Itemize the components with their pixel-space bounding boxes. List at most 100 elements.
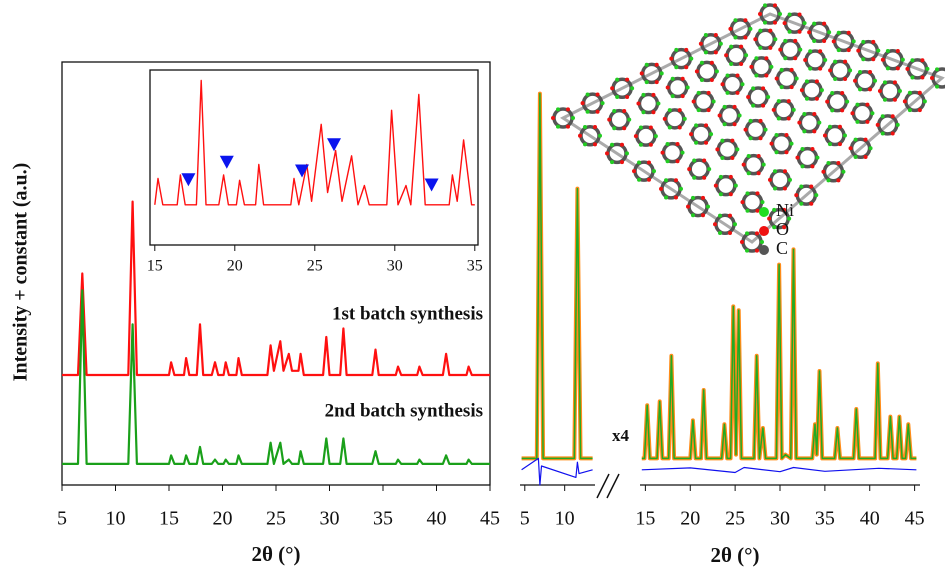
atom <box>823 133 827 137</box>
atom <box>632 169 636 173</box>
atom <box>704 141 708 145</box>
legend-swatch <box>759 245 769 255</box>
atom <box>908 91 912 95</box>
atom <box>660 71 664 75</box>
atom <box>825 100 829 104</box>
atom <box>809 184 813 188</box>
x-tick-label: 5 <box>520 508 530 530</box>
atom <box>728 214 732 218</box>
atom <box>654 134 658 138</box>
atom <box>583 142 587 146</box>
atom <box>625 151 629 155</box>
atom <box>746 95 750 99</box>
atom <box>822 22 826 26</box>
pore-ring <box>747 121 765 139</box>
atom <box>799 184 803 188</box>
atom <box>790 85 794 89</box>
atom <box>847 48 851 52</box>
atom <box>704 123 708 127</box>
atom <box>876 123 880 127</box>
atom <box>694 123 698 127</box>
atom <box>787 99 791 103</box>
atom <box>896 66 900 70</box>
atom <box>780 68 784 72</box>
atom <box>783 21 787 25</box>
atom <box>763 21 767 25</box>
pore-ring <box>664 144 682 162</box>
atom <box>775 76 779 80</box>
atom <box>684 65 688 69</box>
atom <box>641 93 645 97</box>
atom <box>687 167 691 171</box>
atom <box>598 134 602 138</box>
atom <box>674 48 678 52</box>
atom <box>822 39 826 43</box>
atom <box>769 65 773 69</box>
atom <box>556 125 560 129</box>
atom <box>634 134 638 138</box>
atom <box>821 170 825 174</box>
pore-ring <box>800 114 818 132</box>
atom <box>785 133 789 137</box>
atom <box>794 193 798 197</box>
atom <box>858 87 862 91</box>
atom <box>707 108 711 112</box>
atom <box>805 79 809 83</box>
atom <box>748 27 752 31</box>
legend-label: Ni <box>776 200 794 220</box>
atom <box>755 249 759 253</box>
atom <box>718 231 722 235</box>
atom <box>655 80 659 84</box>
atom <box>817 121 821 125</box>
atom <box>868 70 872 74</box>
atom <box>743 18 747 22</box>
atom <box>923 99 927 103</box>
atom <box>745 191 749 195</box>
atom <box>649 125 653 129</box>
atom <box>753 37 757 41</box>
atom <box>707 167 711 171</box>
x-tick-label: 15 <box>159 508 179 530</box>
atom <box>630 86 634 90</box>
atom <box>827 30 831 34</box>
atom <box>893 80 897 84</box>
atom <box>695 69 699 73</box>
series-label: 2nd batch synthesis <box>325 400 483 421</box>
atom <box>728 27 732 31</box>
pore-ring <box>756 30 774 48</box>
atom <box>836 161 840 165</box>
atom <box>743 36 747 40</box>
atom <box>828 68 832 72</box>
pore-ring <box>778 69 796 87</box>
atom <box>910 76 914 80</box>
x-tick-label: 25 <box>725 508 745 530</box>
atom <box>871 40 875 44</box>
atom <box>881 132 885 136</box>
atom <box>812 129 816 133</box>
atom <box>803 58 807 62</box>
atom <box>637 160 641 164</box>
atom <box>651 93 655 97</box>
atom <box>639 125 643 129</box>
atom <box>610 160 614 164</box>
atom <box>733 122 737 126</box>
atom <box>841 170 845 174</box>
atom <box>798 48 802 52</box>
atom <box>689 57 693 61</box>
atom <box>826 178 830 182</box>
atom <box>640 71 644 75</box>
atom <box>655 63 659 67</box>
atom <box>767 217 771 221</box>
atom <box>759 136 763 140</box>
atom <box>702 158 706 162</box>
atom <box>770 142 774 146</box>
atom <box>777 116 781 120</box>
atom <box>715 147 719 151</box>
atom <box>783 187 787 191</box>
pore-ring <box>721 107 739 125</box>
atom <box>758 12 762 16</box>
atom <box>773 3 777 7</box>
atom <box>845 100 849 104</box>
atom <box>812 112 816 116</box>
x-tick-label: 30 <box>320 508 340 530</box>
